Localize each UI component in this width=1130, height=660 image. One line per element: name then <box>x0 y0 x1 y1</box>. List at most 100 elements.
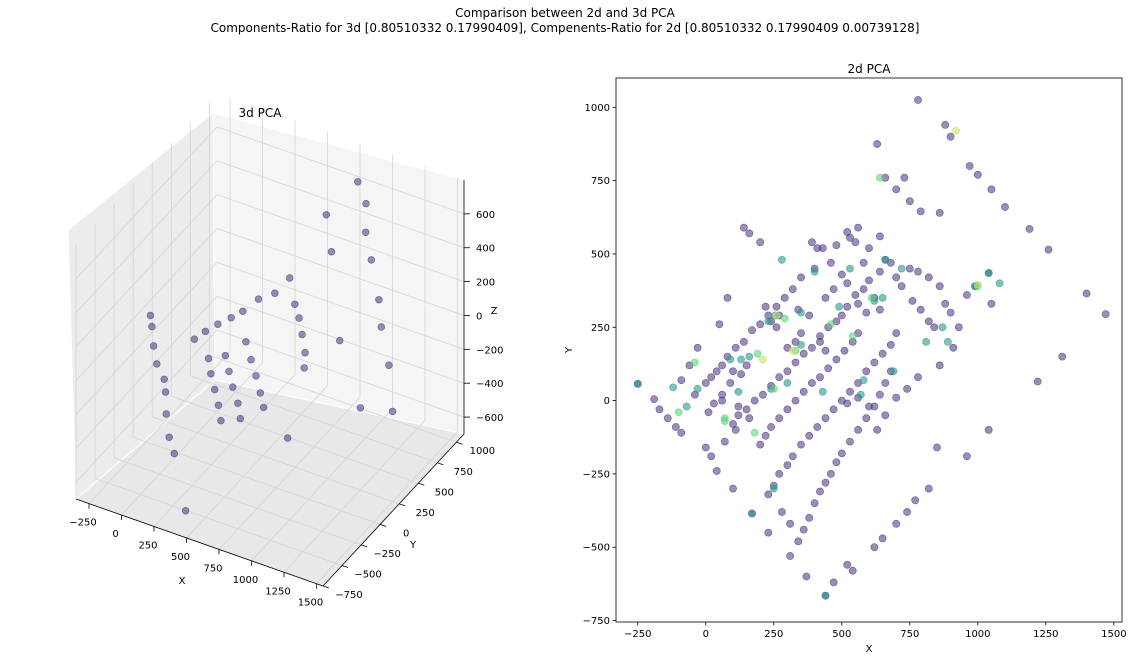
tick-3d <box>380 523 387 527</box>
scatter-point <box>1001 203 1009 211</box>
scatter-point-3d <box>254 295 263 303</box>
scatter-point <box>775 414 784 423</box>
tick-3d <box>360 544 368 548</box>
scatter-point <box>677 428 686 437</box>
scatter-point <box>769 484 778 493</box>
x-tick-label-2d: 1250 <box>1033 629 1058 640</box>
scatter-point <box>946 132 955 141</box>
scatter-point <box>682 402 691 411</box>
gridline-3d <box>216 160 465 249</box>
y-tick-label-2d: −250 <box>583 469 610 480</box>
scatter-point <box>848 566 857 575</box>
chart-2d-title: 2d PCA <box>848 62 892 76</box>
tick-label-3d: 0 <box>112 529 118 540</box>
gridline-3d <box>113 457 362 546</box>
gridline-3d <box>216 194 465 282</box>
y-tick-label-2d: 1000 <box>585 103 610 114</box>
scatter-point <box>740 223 748 232</box>
scatter-point <box>805 431 814 440</box>
scatter-point <box>935 282 944 291</box>
scatter-point <box>914 96 922 104</box>
scatter-point <box>946 308 955 317</box>
scatter-point <box>870 358 879 367</box>
scatter-point <box>810 267 819 276</box>
scatter-point <box>837 449 846 458</box>
scatter-point <box>984 425 993 434</box>
scatter-point <box>669 383 677 392</box>
scatter-point <box>731 425 740 434</box>
scatter-point-3d <box>362 228 370 237</box>
scatter-point <box>908 296 917 305</box>
pane-back <box>212 112 465 435</box>
scatter-point-3d <box>354 178 362 186</box>
scatter-point <box>829 578 838 587</box>
scatter-point <box>941 121 950 129</box>
scatter-point-3d <box>300 364 308 372</box>
gridline-3d <box>251 408 393 562</box>
scatter-point <box>734 387 743 396</box>
scatter-point <box>737 370 745 379</box>
scatter-point <box>941 299 950 308</box>
y-axis-line-3d <box>322 433 465 587</box>
scatter-point <box>788 346 797 355</box>
y-axis-label-3d: Y <box>409 540 417 551</box>
scatter-point-3d <box>170 449 179 458</box>
scatter-point <box>851 291 860 299</box>
chart-3d: −2500250500750100012501500−750−500−25002… <box>67 97 503 609</box>
scatter-point <box>718 390 726 399</box>
scatter-point <box>783 379 792 387</box>
scatter-point <box>835 302 843 311</box>
scatter-point <box>786 552 794 560</box>
scatter-point <box>813 244 822 252</box>
scatter-point <box>783 461 792 469</box>
y-tick-label-2d: −500 <box>583 543 610 554</box>
scatter-point-3d <box>153 360 161 368</box>
scatter-point <box>805 514 814 522</box>
scatter-point <box>633 379 642 388</box>
scatter-point <box>734 411 743 420</box>
scatter-point <box>753 349 762 358</box>
scatter-point-3d <box>295 314 303 322</box>
scatter-point <box>873 140 882 148</box>
scatter-point <box>740 337 748 346</box>
scatter-point <box>821 293 830 302</box>
gridline-3d <box>75 329 218 483</box>
tick-label-3d: 250 <box>416 508 435 519</box>
scatter-point <box>726 355 735 364</box>
scatter-point-3d <box>336 336 344 345</box>
gridline-3d <box>152 416 400 505</box>
scatter-point <box>778 255 786 264</box>
scatter-point-3d <box>259 403 268 412</box>
scatter-point-3d <box>284 434 292 442</box>
scatter-point-3d <box>148 322 156 331</box>
x-tick-label-2d: 0 <box>703 629 709 640</box>
tick-label-3d: 1000 <box>233 575 258 586</box>
scatter-point <box>865 276 873 285</box>
y-tick-label-2d: 750 <box>591 176 610 187</box>
gridline-3d <box>316 431 458 584</box>
scatter-point <box>701 379 710 387</box>
scatter-point <box>748 326 756 335</box>
scatter-point <box>827 469 835 478</box>
scatter-point <box>892 329 901 337</box>
scatter-point <box>930 323 939 332</box>
scatter-point <box>903 508 911 516</box>
scatter-point-3d <box>322 211 330 219</box>
scatter-point <box>954 323 963 332</box>
scatter-point <box>963 291 971 299</box>
x-axis-line-3d <box>75 498 324 587</box>
scatter-point <box>707 452 716 461</box>
scatter-point <box>876 390 884 399</box>
scatter-point <box>886 340 895 349</box>
scatter-point <box>843 279 852 288</box>
tick-3d <box>322 585 330 589</box>
points-3d <box>146 178 397 515</box>
scatter-point-3d <box>327 248 336 256</box>
scatter-point <box>851 238 860 247</box>
scatter-point <box>876 173 884 182</box>
x-tick-label-2d: 250 <box>764 629 783 640</box>
scatter-point <box>973 170 982 179</box>
scatter-point-3d <box>236 414 245 423</box>
scatter-point <box>889 367 898 376</box>
scatter-point <box>892 185 901 194</box>
